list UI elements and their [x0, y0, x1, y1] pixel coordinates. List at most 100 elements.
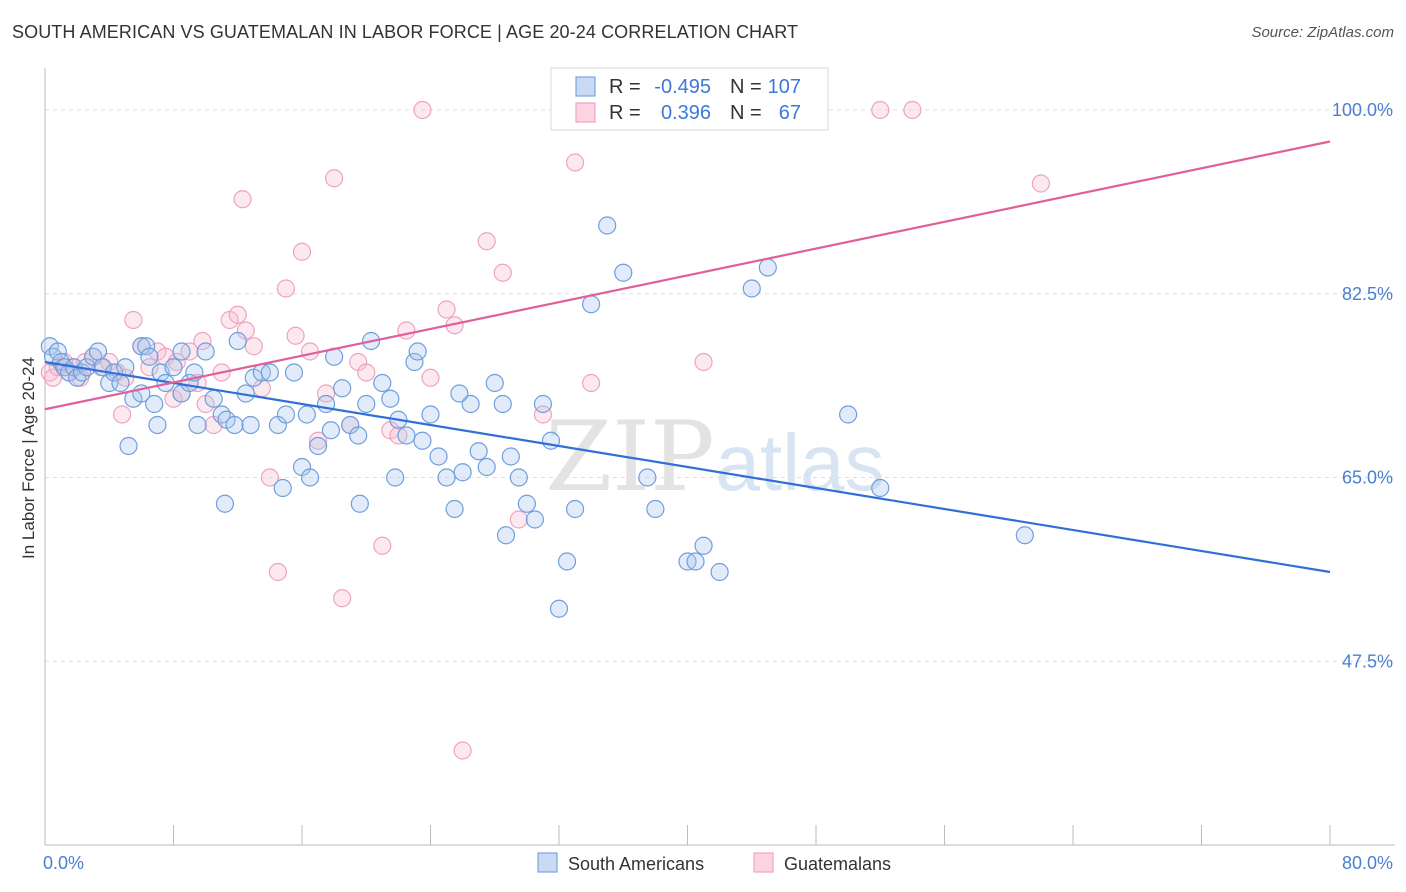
guatemalans-point-48: [437, 300, 456, 319]
watermark: ZIP atlas: [545, 401, 884, 513]
bottom-legend-south-americans[interactable]: South Americans: [568, 854, 704, 874]
guatemalans-point-55: [565, 153, 585, 172]
guatemalans-point-38: [333, 589, 352, 608]
south-americans-point-51: [405, 352, 424, 372]
south-americans-point-89: [148, 415, 167, 435]
guatemalans-point-58: [694, 352, 713, 372]
south-americans-point-56: [445, 499, 464, 519]
south-americans-point-55: [437, 468, 456, 487]
guatemalans-point-26: [228, 305, 247, 324]
y-tick-label-1: 65.0%: [1342, 468, 1393, 488]
south-americans-point-76: [646, 499, 665, 519]
guatemalans-point-60: [903, 100, 922, 120]
south-americans-point-27: [204, 389, 223, 408]
south-americans-point-61: [485, 373, 504, 393]
south-americans-point-103: [350, 494, 369, 513]
south-americans-point-73: [598, 216, 617, 235]
south-americans-point-104: [140, 347, 159, 366]
south-americans-point-75: [638, 468, 657, 487]
south-americans-point-91: [119, 436, 138, 456]
legend-n-label-2: N =: [730, 102, 762, 124]
south-americans-point-83: [839, 405, 858, 424]
guatemalans-point-31: [268, 562, 288, 582]
south-americans-point-28: [212, 405, 231, 424]
south-americans-point-71: [565, 499, 585, 519]
guatemalans-point-54: [533, 405, 553, 424]
south-americans-point-88: [228, 331, 247, 351]
south-americans-point-36: [276, 405, 296, 424]
south-americans-trend-line: [44, 360, 1331, 574]
x-tick-labels: 0.0% 80.0%: [43, 853, 1393, 873]
south-americans-point-39: [300, 468, 320, 487]
x-tick-label-0: 0.0%: [43, 853, 84, 873]
south-americans-point-98: [321, 421, 341, 440]
south-americans-point-11: [88, 342, 108, 361]
south-americans-point-86: [172, 342, 191, 361]
guatemalans-points: [40, 100, 1050, 760]
watermark-atlas: atlas: [716, 418, 885, 507]
south-americans-point-37: [284, 363, 304, 382]
legend-r-value-2: 0.396: [661, 102, 711, 124]
bottom-legend-guatemalans[interactable]: Guatemalans: [784, 854, 891, 874]
south-americans-point-30: [225, 415, 244, 435]
south-americans-point-85: [1015, 526, 1034, 545]
south-americans-point-59: [469, 442, 488, 461]
guatemalans-point-30: [260, 468, 279, 487]
south-americans-point-40: [308, 436, 328, 456]
bottom-legend-swatch-pink: [753, 852, 774, 873]
south-americans-point-72: [582, 295, 601, 314]
south-americans-point-82: [758, 258, 777, 277]
guatemalans-point-50: [453, 741, 472, 760]
south-americans-point-62: [493, 394, 512, 414]
south-americans-point-101: [386, 468, 405, 487]
south-americans-point-99: [450, 384, 469, 403]
legend-r-label-2: R =: [609, 102, 641, 124]
guatemalans-point-56: [582, 373, 601, 393]
south-americans-point-96: [273, 478, 292, 498]
south-americans-point-92: [297, 405, 316, 424]
south-americans-point-48: [381, 389, 400, 408]
south-americans-point-78: [686, 552, 705, 571]
y-tick-label-2: 82.5%: [1342, 284, 1393, 304]
south-americans-point-81: [742, 279, 761, 298]
chart-title: SOUTH AMERICAN VS GUATEMALAN IN LABOR FO…: [12, 22, 799, 42]
guatemalans-point-15: [140, 358, 159, 377]
guatemalans-point-37: [325, 169, 344, 188]
guatemalans-point-65: [167, 352, 186, 372]
south-americans-point-102: [241, 415, 260, 435]
legend-n-value-1: 107: [768, 76, 801, 98]
guatemalans-point-1: [43, 368, 63, 387]
correlation-legend: R = -0.495 N = 107 R = 0.396 N = 67: [550, 67, 829, 131]
y-tick-label-3: 100.0%: [1332, 100, 1393, 120]
south-americans-point-100: [496, 526, 516, 545]
axes: [44, 68, 1395, 846]
south-americans-point-66: [525, 510, 545, 529]
guatemalans-point-64: [286, 326, 305, 345]
guatemalans-point-32: [276, 279, 296, 298]
guatemalans-point-45: [397, 321, 416, 340]
south-americans-point-65: [517, 494, 536, 513]
south-americans-point-87: [196, 342, 215, 361]
south-americans-point-2: [48, 342, 67, 361]
south-americans-point-57: [453, 463, 472, 482]
guatemalans-point-13: [124, 310, 143, 330]
south-americans-point-64: [509, 468, 528, 487]
guatemalans-point-51: [477, 232, 496, 251]
south-americans-point-45: [349, 426, 368, 445]
y-axis-label: In Labor Force | Age 20-24: [19, 357, 38, 559]
south-americans-point-46: [357, 394, 376, 414]
south-americans-point-95: [188, 415, 207, 435]
south-americans-point-94: [408, 342, 427, 361]
legend-n-value-2: 67: [779, 102, 801, 124]
south-americans-point-80: [710, 562, 729, 582]
guatemalans-point-42: [373, 536, 392, 555]
legend-n-label-1: N =: [730, 76, 762, 98]
south-americans-point-34: [260, 363, 279, 382]
guatemalans-point-66: [112, 405, 132, 424]
south-americans-point-97: [215, 494, 234, 513]
guatemalans-point-62: [233, 190, 252, 209]
south-americans-point-79: [694, 536, 713, 555]
south-americans-point-50: [397, 426, 416, 445]
chart-source: Source: ZipAtlas.com: [1251, 24, 1394, 41]
